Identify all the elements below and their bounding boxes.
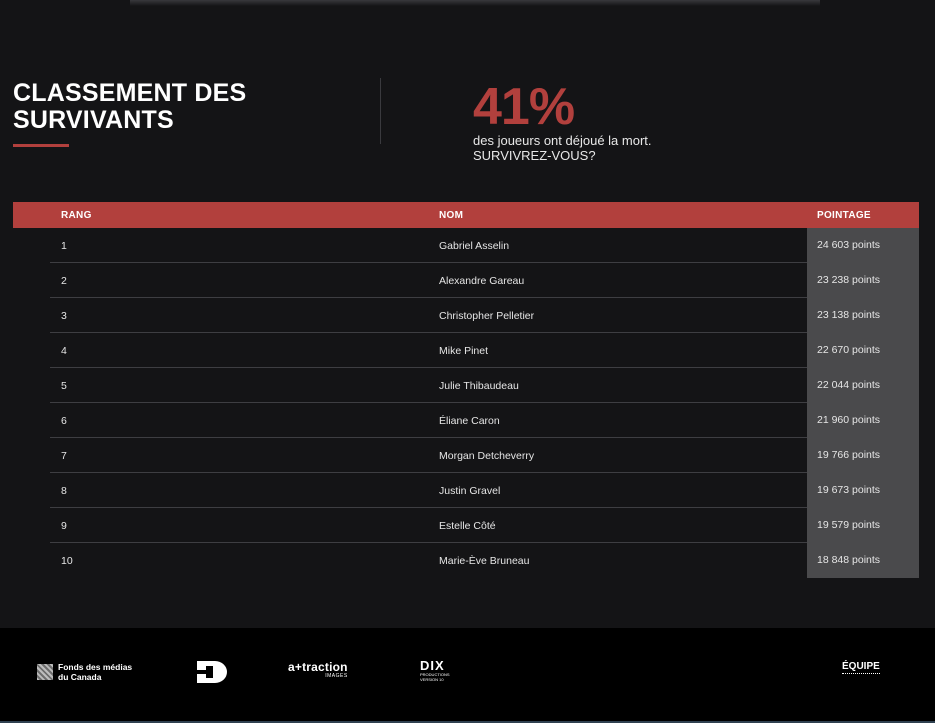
- rank-cell: 5: [61, 380, 67, 392]
- attraction-logo-sub: IMAGES: [325, 673, 348, 679]
- rank-cell: 2: [61, 275, 67, 287]
- d-logo[interactable]: [197, 661, 229, 688]
- name-cell: Estelle Côté: [439, 520, 496, 532]
- name-cell: Éliane Caron: [439, 415, 500, 427]
- table-row: 6 Éliane Caron 21 960 points: [50, 403, 919, 438]
- rank-cell: 1: [61, 240, 67, 252]
- fmc-logo-text: Fonds des médias du Canada: [58, 662, 133, 682]
- score-cell: 19 766 points: [807, 438, 919, 473]
- rank-cell: 4: [61, 345, 67, 357]
- header-score: POINTAGE: [817, 210, 871, 221]
- table-row: 3 Christopher Pelletier 23 138 points: [50, 298, 919, 333]
- table-header: RANG NOM POINTAGE: [13, 202, 919, 228]
- table-row: 7 Morgan Detcheverry 19 766 points: [50, 438, 919, 473]
- table-row: 9 Estelle Côté 19 579 points: [50, 508, 919, 543]
- d-logo-icon: [197, 661, 227, 683]
- page-title: CLASSEMENT DES SURVIVANTS: [13, 79, 247, 134]
- rank-cell: 3: [61, 310, 67, 322]
- dix-logo[interactable]: DIX PRODUCTIONS VERSION 10: [420, 659, 450, 682]
- fmc-logo[interactable]: Fonds des médias du Canada: [37, 662, 132, 682]
- table-body: 1 Gabriel Asselin 24 603 points 2 Alexandre …: [13, 228, 919, 578]
- table-row: 8 Justin Gravel 19 673 points: [50, 473, 919, 508]
- table-row: 4 Mike Pinet 22 670 points: [50, 333, 919, 368]
- survival-caption-line1: des joueurs ont déjoué la mort.: [473, 133, 652, 148]
- rank-cell: 9: [61, 520, 67, 532]
- survival-stat: 41% des joueurs ont déjoué la mort. SURV…: [473, 80, 652, 164]
- dix-logo-text: DIX: [420, 658, 445, 673]
- footer-bottom-line: [0, 721, 935, 723]
- attraction-logo[interactable]: a+traction IMAGES: [288, 660, 348, 679]
- table-row: 5 Julie Thibaudeau 22 044 points: [50, 368, 919, 403]
- title-underline: [13, 144, 69, 147]
- score-cell: 21 960 points: [807, 403, 919, 438]
- rank-cell: 7: [61, 450, 67, 462]
- rank-cell: 8: [61, 485, 67, 497]
- score-cell: 22 044 points: [807, 368, 919, 403]
- attraction-logo-text: a+traction: [288, 660, 348, 674]
- name-cell: Gabriel Asselin: [439, 240, 510, 252]
- header-name: NOM: [439, 210, 464, 221]
- name-cell: Christopher Pelletier: [439, 310, 535, 322]
- table-row: 1 Gabriel Asselin 24 603 points: [50, 228, 919, 263]
- title-block: CLASSEMENT DES SURVIVANTS: [13, 80, 246, 147]
- score-cell: 24 603 points: [807, 228, 919, 263]
- footer: Fonds des médias du Canada a+traction IM…: [0, 628, 935, 723]
- survival-caption-line2: SURVIVREZ-VOUS?: [473, 148, 596, 163]
- top-shadow: [130, 0, 820, 6]
- name-cell: Julie Thibaudeau: [439, 380, 519, 392]
- survival-percent: 41%: [473, 78, 575, 136]
- score-cell: 23 238 points: [807, 263, 919, 298]
- score-cell: 23 138 points: [807, 298, 919, 333]
- leaderboard-table: RANG NOM POINTAGE 1 Gabriel Asselin 24 603…: [13, 202, 919, 578]
- score-cell: 19 673 points: [807, 473, 919, 508]
- score-cell: 19 579 points: [807, 508, 919, 543]
- name-cell: Mike Pinet: [439, 345, 489, 357]
- fmc-mark-icon: [37, 664, 53, 680]
- score-cell: 18 848 points: [807, 543, 919, 578]
- name-cell: Marie-Ève Bruneau: [439, 555, 530, 567]
- header-divider: [380, 78, 381, 144]
- name-cell: Justin Gravel: [439, 485, 501, 497]
- rank-cell: 6: [61, 415, 67, 427]
- table-row: 10 Marie-Ève Bruneau 18 848 points: [50, 543, 919, 578]
- dix-logo-sub: PRODUCTIONS VERSION 10: [420, 672, 450, 682]
- header-rank: RANG: [61, 210, 92, 221]
- score-cell: 22 670 points: [807, 333, 919, 368]
- rank-cell: 10: [61, 555, 73, 567]
- name-cell: Morgan Detcheverry: [439, 450, 535, 462]
- name-cell: Alexandre Gareau: [439, 275, 525, 287]
- equipe-link[interactable]: ÉQUIPE: [842, 661, 880, 674]
- table-row: 2 Alexandre Gareau 23 238 points: [50, 263, 919, 298]
